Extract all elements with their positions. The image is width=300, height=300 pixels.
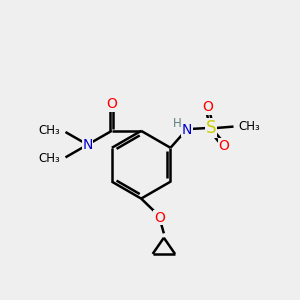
Text: CH₃: CH₃ <box>238 120 260 133</box>
Text: O: O <box>202 100 213 114</box>
Text: CH₃: CH₃ <box>38 152 60 165</box>
Text: O: O <box>106 98 117 111</box>
Text: O: O <box>154 211 165 225</box>
Text: O: O <box>219 139 230 153</box>
Text: CH₃: CH₃ <box>38 124 60 137</box>
Text: N: N <box>182 122 192 136</box>
Text: N: N <box>82 138 93 152</box>
Text: H: H <box>173 117 182 130</box>
Text: S: S <box>206 119 216 137</box>
